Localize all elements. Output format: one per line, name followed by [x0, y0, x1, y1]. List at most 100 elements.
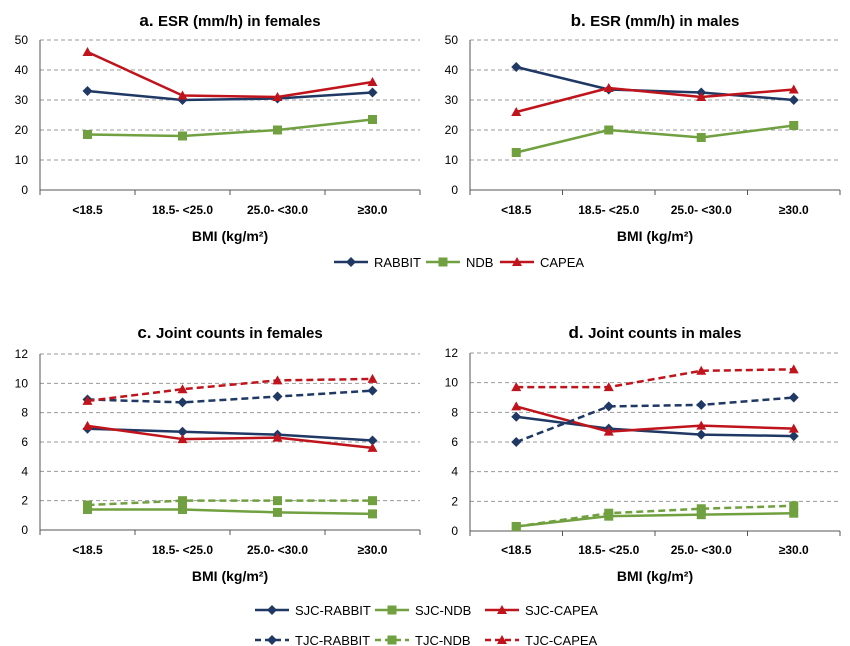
- series-line: [87, 377, 373, 403]
- legend-entry: RABBIT: [334, 255, 421, 270]
- series-ndb: [511, 121, 799, 157]
- series-capea: [511, 83, 799, 116]
- series-tjc-capea: [511, 364, 799, 392]
- y-tick-label: 30: [15, 93, 29, 107]
- y-tick-label: 8: [21, 406, 28, 420]
- y-tick-label: 2: [21, 494, 28, 508]
- x-tick-label: 25.0- <30.0: [247, 543, 308, 557]
- data-point: [511, 522, 521, 532]
- series-sjc-capea: [511, 401, 799, 436]
- legend-entry: TJC-NDB: [375, 633, 471, 646]
- data-point: [367, 77, 378, 86]
- data-point: [367, 87, 378, 98]
- data-point: [177, 384, 188, 394]
- y-tick-label: 12: [15, 347, 29, 361]
- data-point: [603, 426, 614, 436]
- x-tick-label: 25.0- <30.0: [671, 203, 732, 217]
- series-line: [515, 405, 794, 433]
- y-tick-label: 4: [21, 464, 28, 478]
- data-point: [273, 507, 282, 517]
- data-point: [789, 501, 799, 511]
- legend-marker: [387, 605, 397, 615]
- legend-entry: TJC-CAPEA: [485, 633, 598, 646]
- series-tjc-rabbit: [511, 392, 799, 447]
- data-point: [511, 62, 522, 72]
- x-axis-label: BMI (kg/m²): [192, 568, 268, 584]
- legend-marker: [387, 635, 397, 645]
- series-sjc-rabbit: [82, 423, 378, 446]
- y-tick-label: 50: [445, 33, 459, 47]
- series-line: [515, 65, 794, 102]
- data-point: [511, 437, 522, 447]
- series-line: [515, 396, 794, 444]
- data-point: [83, 500, 92, 510]
- y-tick-label: 6: [451, 435, 458, 449]
- data-point: [696, 133, 706, 142]
- data-point: [696, 399, 707, 410]
- panel-letter: c.: [137, 323, 151, 342]
- y-tick-label: 20: [15, 123, 29, 137]
- y-tick-label: 12: [445, 346, 459, 360]
- data-point: [178, 496, 187, 506]
- x-tick-label: <18.5: [72, 203, 103, 217]
- x-tick-label: 25.0- <30.0: [247, 203, 308, 217]
- y-tick-label: 0: [451, 183, 458, 197]
- data-point: [82, 420, 93, 430]
- y-tick-label: 10: [445, 376, 459, 390]
- data-point: [272, 432, 283, 442]
- series-line: [516, 415, 794, 438]
- data-point: [367, 442, 378, 452]
- series-sjc-capea: [82, 420, 378, 452]
- legend-marker: [267, 635, 277, 645]
- data-point: [368, 509, 377, 519]
- y-tick-label: 50: [15, 33, 29, 47]
- series-line: [515, 124, 794, 154]
- panel-letter: a.: [139, 11, 153, 30]
- chart-panel-b: b. ESR (mm/h) in males 0 10 20 30 40 50 <18.5 18…: [445, 11, 841, 244]
- legend-label: CAPEA: [540, 255, 584, 270]
- y-tick-label: 0: [451, 524, 458, 538]
- series-line: [87, 118, 373, 138]
- data-point: [696, 420, 707, 430]
- data-point: [788, 95, 799, 105]
- series-line: [516, 511, 794, 528]
- x-axis-label: BMI (kg/m²): [617, 228, 693, 244]
- legend-label: SJC-RABBIT: [295, 603, 371, 618]
- series-line: [87, 89, 373, 102]
- data-point: [789, 508, 799, 518]
- data-point: [789, 121, 799, 130]
- x-tick-label: <18.5: [501, 543, 532, 557]
- data-point: [604, 508, 614, 518]
- y-tick-label: 0: [21, 183, 28, 197]
- x-tick-label: 25.0- <30.0: [671, 543, 732, 557]
- x-axis-label: BMI (kg/m²): [192, 228, 268, 244]
- y-tick-label: 10: [15, 153, 29, 167]
- legend-marker: [497, 635, 507, 644]
- data-point: [511, 148, 521, 157]
- data-point: [367, 385, 378, 396]
- legend-marker: [267, 605, 277, 615]
- legend-label: SJC-CAPEA: [525, 603, 598, 618]
- data-point: [367, 435, 378, 446]
- data-point: [272, 375, 283, 385]
- panel-letter: d.: [569, 323, 584, 342]
- x-tick-label: ≥30.0: [779, 543, 809, 557]
- legend-marker: [497, 605, 507, 614]
- y-tick-label: 6: [21, 435, 28, 449]
- data-point: [696, 365, 707, 375]
- data-point: [788, 423, 799, 433]
- data-point: [696, 510, 706, 520]
- panel-title: Joint counts in females: [156, 325, 323, 342]
- data-point: [788, 431, 799, 442]
- legend-label: TJC-CAPEA: [525, 633, 598, 646]
- legend-entry: CAPEA: [500, 255, 584, 270]
- x-tick-label: 18.5- <25.0: [578, 543, 639, 557]
- data-point: [603, 382, 614, 392]
- x-tick-label: ≥30.0: [358, 203, 388, 217]
- chart-panel-a: a. ESR (mm/h) in females 0 10 20 30 40 50 <18.5…: [15, 11, 421, 244]
- legend-marker: [438, 257, 448, 267]
- legend-label: TJC-RABBIT: [295, 633, 370, 646]
- series-rabbit: [511, 62, 799, 105]
- legend-label: SJC-NDB: [415, 603, 471, 618]
- chart-title: a. ESR (mm/h) in females: [139, 11, 320, 30]
